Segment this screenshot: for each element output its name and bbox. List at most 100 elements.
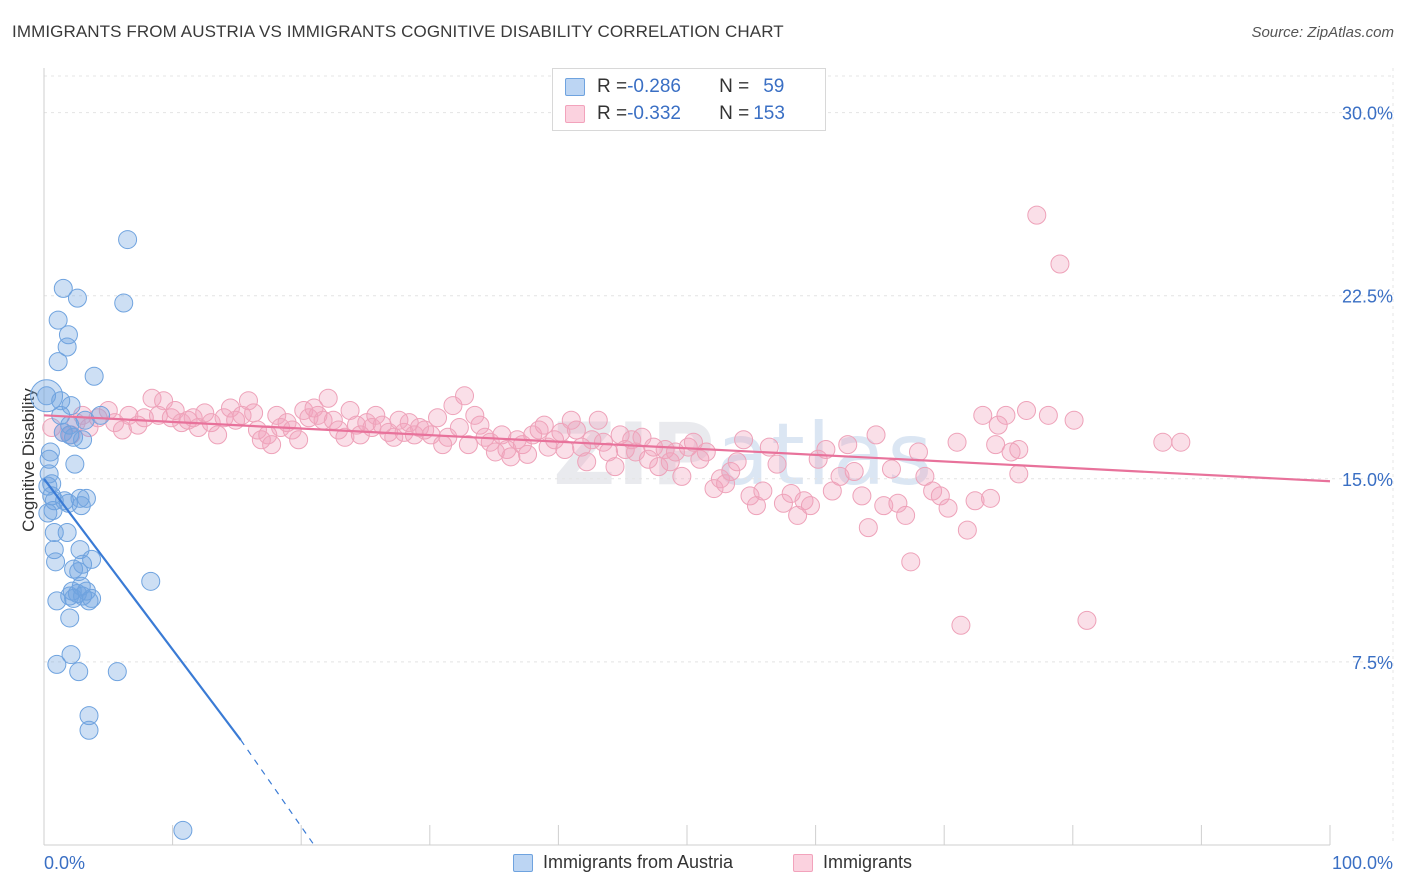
immigrants-point	[838, 435, 858, 455]
immigrants-point	[134, 408, 154, 428]
immigrants-point	[588, 410, 608, 430]
y-tick-label: 22.5%	[1342, 287, 1393, 307]
austria-point	[141, 571, 161, 591]
immigrants-point	[195, 403, 215, 423]
legend-swatch-austria	[565, 78, 585, 96]
austria-trend-extension	[240, 739, 315, 846]
immigrants-point	[988, 415, 1008, 435]
immigrants-point	[545, 430, 565, 450]
immigrants-point	[566, 420, 586, 440]
austria-point	[39, 449, 59, 469]
immigrants-point	[470, 415, 490, 435]
immigrants-point	[800, 496, 820, 516]
immigrants-point	[251, 430, 271, 450]
immigrants-point	[318, 388, 338, 408]
immigrants-point	[858, 518, 878, 538]
legend-n-value-austria: 59	[763, 76, 785, 97]
legend-r-label: R =	[597, 76, 628, 97]
austria-point	[62, 581, 82, 601]
immigrants-point	[555, 440, 575, 460]
immigrants-point	[1064, 410, 1084, 430]
immigrants-point	[485, 442, 505, 462]
immigrants-point	[410, 418, 430, 438]
austria-point	[114, 293, 134, 313]
immigrants-point	[1050, 254, 1070, 274]
immigrants-point	[458, 435, 478, 455]
immigrants-point	[1001, 442, 1021, 462]
immigrants-point	[208, 425, 228, 445]
legend-swatch-immigrants	[565, 105, 585, 123]
immigrants-point	[896, 505, 916, 525]
chart-title: IMMIGRANTS FROM AUSTRIA VS IMMIGRANTS CO…	[12, 22, 784, 41]
immigrants-point	[996, 405, 1016, 425]
immigrants-point	[721, 461, 741, 481]
austria-point	[65, 454, 85, 474]
immigrants-point	[740, 486, 760, 506]
y-tick-label: 15.0%	[1342, 470, 1393, 490]
immigrants-point	[178, 410, 198, 430]
immigrants-point	[1077, 610, 1097, 630]
watermark: ZIPatlas	[553, 405, 934, 505]
austria-point	[53, 278, 73, 298]
immigrants-point	[951, 615, 971, 635]
immigrants-point	[767, 454, 787, 474]
austria-point	[79, 591, 99, 611]
austria-point	[61, 396, 81, 416]
bottom-legend-immigrants: Immigrants	[793, 852, 912, 873]
immigrants-point	[901, 552, 921, 572]
austria-point	[67, 288, 87, 308]
correlation-legend: R = -0.286 N = 59 R = -0.332 N = 153	[552, 68, 826, 131]
legend-n-value-immigrants: 153	[753, 103, 785, 124]
immigrants-point	[683, 432, 703, 452]
x-tick-label-max: 100.0%	[1332, 853, 1393, 873]
austria-point	[82, 549, 102, 569]
immigrants-point	[915, 466, 935, 486]
legend-n-label: N =	[719, 76, 750, 97]
immigrants-point	[957, 520, 977, 540]
immigrants-point	[816, 440, 836, 460]
austria-point	[76, 488, 96, 508]
immigrants-point	[734, 430, 754, 450]
austria-point	[118, 230, 138, 250]
immigrants-point	[465, 405, 485, 425]
immigrants-point	[822, 481, 842, 501]
austria-point	[47, 654, 67, 674]
immigrants-point	[881, 459, 901, 479]
austria-point	[79, 706, 99, 726]
x-tick-label-min: 0.0%	[44, 853, 85, 873]
immigrants-point	[866, 425, 886, 445]
immigrants-point	[220, 398, 240, 418]
immigrants-point	[696, 442, 716, 462]
austria-point	[38, 503, 58, 523]
austria-point	[48, 310, 68, 330]
austria-point	[57, 523, 77, 543]
austria-point	[69, 662, 89, 682]
immigrants-point	[830, 466, 850, 486]
austria-point	[73, 554, 93, 574]
immigrants-point	[282, 420, 302, 440]
legend-row-austria: R = -0.286 N = 59	[565, 75, 784, 99]
austria-point	[84, 366, 104, 386]
legend-r-label: R =	[597, 103, 628, 124]
austria-point	[60, 608, 80, 628]
bottom-legend-label-austria: Immigrants from Austria	[543, 852, 734, 872]
austria-point	[107, 662, 127, 682]
bottom-legend-label-immigrants: Immigrants	[823, 852, 913, 872]
immigrants-point	[844, 461, 864, 481]
immigrants-point	[986, 435, 1006, 455]
immigrants-point	[660, 452, 680, 472]
immigrants-point	[1017, 400, 1037, 420]
austria-point	[173, 820, 193, 840]
immigrants-point	[638, 449, 658, 469]
austria-point	[91, 405, 111, 425]
immigrants-point	[518, 444, 538, 464]
immigrants-point	[1027, 205, 1047, 225]
immigrants-point	[335, 427, 355, 447]
austria-point	[47, 591, 67, 611]
immigrants-point	[534, 415, 554, 435]
bottom-legend-austria: Immigrants from Austria	[513, 852, 733, 873]
immigrants-point	[501, 447, 521, 467]
legend-row-immigrants: R = -0.332 N = 153	[565, 102, 785, 126]
immigrants-point	[690, 449, 710, 469]
